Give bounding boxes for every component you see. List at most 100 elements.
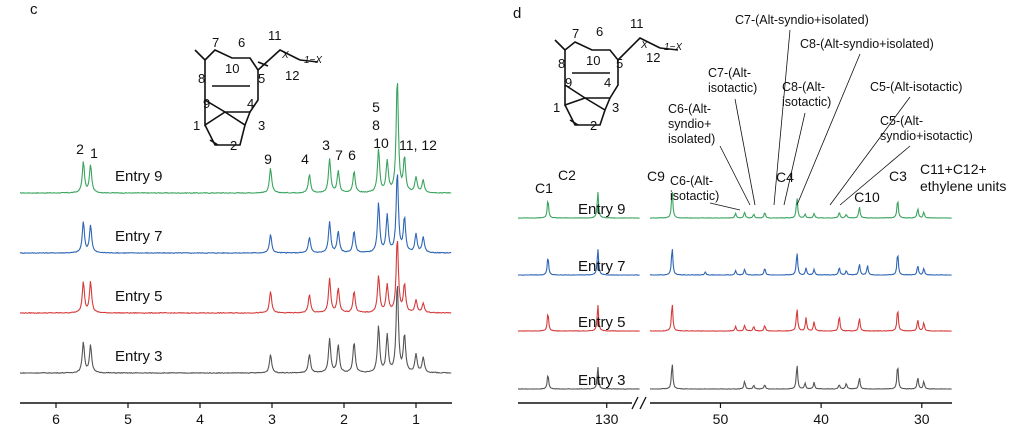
annotation-label: C6-(Alt- [668, 102, 711, 116]
panel-d-x-axis: 130 50 40 30 [518, 396, 952, 427]
annotation-leader-line [719, 145, 751, 206]
panel-c-x-axis: 6 5 4 3 2 1 [20, 402, 452, 427]
peak-label-c: 7 [335, 147, 343, 163]
structure-c-label: 10 [225, 61, 239, 76]
entry-label-c: Entry 9 [115, 168, 163, 185]
annotation-label: C7-(Alt-syndio+isolated) [735, 13, 869, 27]
annotation-label: C5-(Alt-isotactic) [870, 80, 962, 94]
annotation-label: isolated) [668, 132, 715, 146]
annotation-label: syndio+isotactic) [880, 129, 973, 143]
tick-label-c: 1 [412, 411, 420, 427]
peak-label-d: C9 [647, 168, 665, 184]
peak-label-d: C11+C12+ [920, 161, 987, 177]
tick-label-c: 3 [268, 411, 276, 427]
peak-label-c: 2 [76, 141, 84, 157]
annotation-leader-line [829, 96, 911, 206]
annotation-label: C6-(Alt- [670, 174, 713, 188]
structure-d-label: 9 [565, 75, 572, 90]
spectrum-d-right-series-4 [650, 364, 952, 390]
peak-label-c: 9 [264, 151, 272, 167]
annotation-label: C7-(Alt- [708, 66, 751, 80]
spectrum-c-series-4 [20, 285, 452, 375]
structure-c-label: 1−X [304, 55, 322, 66]
peak-label-c: 11, 12 [399, 137, 437, 153]
entry-label-c: Entry 5 [115, 288, 163, 305]
tick-label-d: 30 [914, 411, 930, 427]
spectrum-d-left-series-3 [517, 305, 640, 332]
structure-d-label: 7 [572, 26, 579, 41]
axis-break-mark [639, 396, 647, 410]
annotation-label: C8-(Alt-syndio+isolated) [800, 37, 934, 51]
spectrum-d-right-series-2 [649, 249, 952, 276]
annotation-label: isotactic) [670, 189, 719, 203]
peak-label-c: 10 [373, 135, 389, 151]
structure-c-label: 4 [247, 96, 254, 111]
spectrum-c-series-1 [20, 83, 452, 194]
entry-label-d: Entry 3 [578, 372, 626, 389]
annotation-label: C8-(Alt- [782, 80, 825, 94]
peak-label-d: ethylene units [920, 178, 1006, 194]
spectrum-d-left-series-4 [517, 366, 640, 390]
spectrum-d-right-series-1 [649, 192, 952, 219]
structure-d-label: X [640, 40, 648, 51]
tick-label-c: 6 [52, 411, 60, 427]
spectrum-d-left-series-1 [518, 192, 640, 219]
structure-d-label: 6 [596, 24, 603, 39]
panel-c-letter: c [30, 1, 38, 18]
structure-c-label: 8 [198, 71, 205, 86]
entry-label-d: Entry 9 [578, 201, 626, 218]
annotation-leader-line [783, 112, 806, 206]
structure-c-label: 12 [285, 68, 299, 83]
panel-d-annotations: C7-(Alt-syndio+isolated)C8-(Alt-syndio+i… [668, 13, 973, 211]
structure-d-label: 10 [586, 53, 600, 68]
peak-label-c: 6 [348, 147, 356, 163]
tick-label-c: 4 [196, 411, 204, 427]
entry-label-d: Entry 5 [578, 314, 626, 331]
panel-d-entry-labels: Entry 9 Entry 7 Entry 5 Entry 3 [578, 201, 626, 389]
structure-c-label: 11 [268, 28, 282, 43]
panel-c-entry-labels: Entry 9 Entry 7 Entry 5 Entry 3 [115, 168, 163, 365]
axis-break-mark [631, 396, 639, 410]
peak-label-d: C1 [535, 180, 553, 196]
entry-label-c: Entry 3 [115, 348, 163, 365]
annotation-label: syndio+ [668, 117, 711, 131]
monomer-structure-c [194, 49, 319, 146]
tick-label-d: 130 [595, 411, 619, 427]
annotation-leader-line [796, 53, 861, 206]
peak-label-d: C3 [889, 168, 907, 184]
peak-label-c: 8 [372, 117, 380, 133]
spectrum-c-series-3 [19, 240, 452, 315]
entry-label-c: Entry 7 [115, 228, 163, 245]
peak-label-d: C10 [854, 189, 880, 205]
structure-c-label: 3 [258, 118, 265, 133]
annotation-leader-line [734, 98, 756, 206]
peak-label-c: 1 [90, 145, 98, 161]
structure-c-label: 7 [212, 35, 219, 50]
structure-c-label: 9 [203, 96, 210, 111]
tick-label-d: 40 [813, 411, 829, 427]
structure-d-label: 11 [630, 16, 644, 31]
structure-d-label: 8 [558, 56, 565, 71]
entry-label-d: Entry 7 [578, 258, 626, 275]
structure-d-label: 5 [616, 56, 623, 71]
annotation-label: isotactic) [782, 95, 831, 109]
tick-label-d: 50 [713, 411, 729, 427]
structure-c-label: 5 [258, 71, 265, 86]
structure-d-label: 1 [553, 100, 560, 115]
spectrum-d-right-series-3 [650, 304, 952, 332]
structure-c-label: 2 [230, 138, 237, 153]
annotation-label: isotactic) [708, 81, 757, 95]
structure-c-label: 1 [193, 118, 200, 133]
panel-d-letter: d [513, 5, 521, 22]
spectrum-c-series-2 [19, 174, 452, 254]
panel-c-spectra [19, 83, 452, 375]
annotation-label: C5-(Alt- [880, 114, 923, 128]
structure-d-label: 4 [604, 75, 611, 90]
panel-d-spectra [517, 192, 952, 390]
monomer-structure-d [554, 37, 679, 126]
peak-label-c: 4 [301, 151, 309, 167]
structure-d-label: 12 [646, 50, 660, 65]
